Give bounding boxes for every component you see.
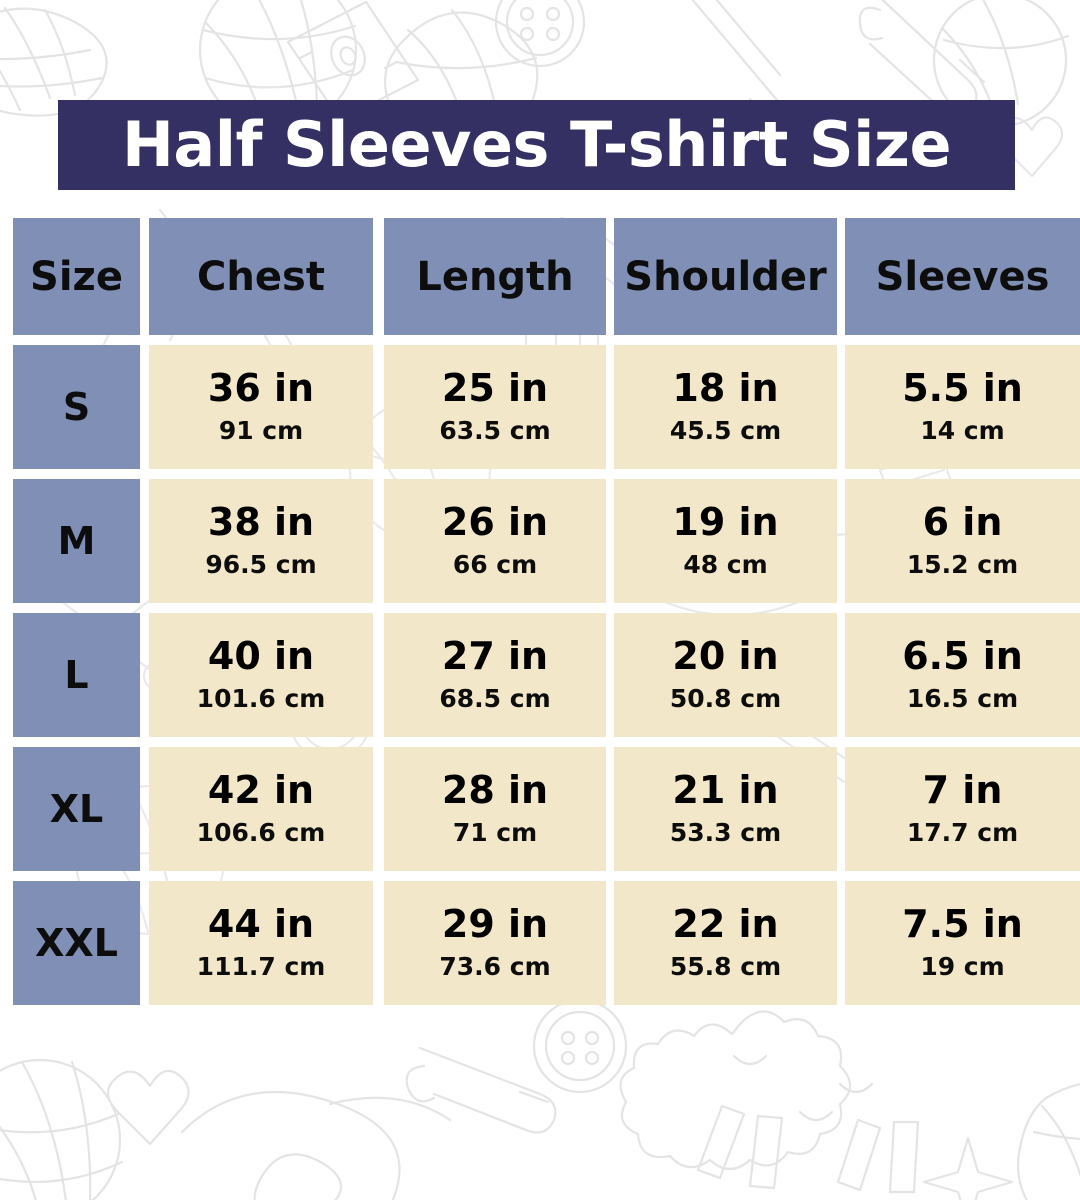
heart-icon — [106, 1069, 190, 1146]
value-inches: 44 in — [207, 902, 315, 947]
table-header-row: Size Chest Length Shoulder Sleeves — [0, 218, 1080, 335]
value-inches: 18 in — [672, 366, 779, 411]
yarn-strand-icon — [180, 1090, 452, 1200]
column-header-label: Sleeves — [875, 253, 1050, 300]
value-centimeters: 66 cm — [452, 550, 538, 580]
value-inches: 20 in — [672, 634, 779, 679]
row-size-cell: L — [13, 613, 140, 737]
value-centimeters: 17.7 cm — [906, 818, 1019, 848]
size-label: S — [62, 385, 91, 429]
sheep-icon — [619, 1010, 920, 1194]
value-centimeters: 68.5 cm — [439, 684, 551, 714]
button-icon — [494, 0, 586, 68]
value-centimeters: 63.5 cm — [439, 416, 551, 446]
value-inches: 7.5 in — [902, 902, 1023, 947]
column-header-size: Size — [13, 218, 140, 335]
size-table: Size Chest Length Shoulder Sleeves S 36 … — [0, 218, 1080, 1015]
value-centimeters: 71 cm — [452, 818, 538, 848]
table-row: M 38 in 96.5 cm 26 in 66 cm 19 in 48 cm … — [0, 479, 1080, 603]
value-centimeters: 101.6 cm — [196, 684, 326, 714]
value-inches: 7 in — [922, 768, 1003, 813]
row-size-cell: S — [13, 345, 140, 469]
cell-chest: 36 in 91 cm — [149, 345, 373, 469]
value-inches: 22 in — [672, 902, 779, 947]
cell-sleeves: 6 in 15.2 cm — [845, 479, 1080, 603]
value-centimeters: 48 cm — [683, 550, 768, 580]
value-inches: 19 in — [672, 500, 779, 545]
cell-shoulder: 22 in 55.8 cm — [614, 881, 837, 1005]
row-size-cell: XXL — [13, 881, 140, 1005]
chart-title-banner: Half Sleeves T-shirt Size — [58, 100, 1015, 190]
sparkle-icon — [922, 1136, 1014, 1200]
value-inches: 29 in — [441, 902, 549, 947]
value-centimeters: 111.7 cm — [196, 952, 326, 982]
cell-sleeves: 7 in 17.7 cm — [845, 747, 1080, 871]
value-centimeters: 15.2 cm — [906, 550, 1019, 580]
page-title: Half Sleeves T-shirt Size — [121, 108, 952, 181]
column-header-label: Chest — [197, 253, 325, 300]
column-header-sleeves: Sleeves — [845, 218, 1080, 335]
cell-sleeves: 6.5 in 16.5 cm — [845, 613, 1080, 737]
size-label: M — [57, 519, 96, 563]
size-label: XL — [49, 787, 104, 831]
row-size-cell: M — [13, 479, 140, 603]
yarn-ball-icon — [1016, 1083, 1080, 1200]
value-inches: 38 in — [207, 500, 315, 545]
cell-length: 29 in 73.6 cm — [384, 881, 606, 1005]
value-inches: 28 in — [441, 768, 549, 813]
cell-length: 26 in 66 cm — [384, 479, 606, 603]
value-centimeters: 91 cm — [218, 416, 304, 446]
table-row: XXL 44 in 111.7 cm 29 in 73.6 cm 22 in 5… — [0, 881, 1080, 1005]
column-header-label: Shoulder — [624, 253, 827, 300]
table-row: XL 42 in 106.6 cm 28 in 71 cm 21 in 53.3… — [0, 747, 1080, 871]
value-centimeters: 73.6 cm — [439, 952, 551, 982]
value-centimeters: 45.5 cm — [669, 416, 782, 446]
value-centimeters: 106.6 cm — [196, 818, 326, 848]
value-centimeters: 50.8 cm — [669, 684, 782, 714]
column-header-shoulder: Shoulder — [614, 218, 837, 335]
value-inches: 36 in — [207, 366, 315, 411]
value-inches: 25 in — [441, 366, 549, 411]
value-centimeters: 55.8 cm — [669, 952, 782, 982]
value-inches: 21 in — [672, 768, 779, 813]
value-inches: 6.5 in — [902, 634, 1023, 679]
size-label: XXL — [35, 921, 118, 965]
value-centimeters: 14 cm — [920, 416, 1005, 446]
cell-length: 27 in 68.5 cm — [384, 613, 606, 737]
table-row: S 36 in 91 cm 25 in 63.5 cm 18 in 45.5 c… — [0, 345, 1080, 469]
row-size-cell: XL — [13, 747, 140, 871]
column-header-label: Length — [416, 253, 574, 300]
cell-chest: 44 in 111.7 cm — [149, 881, 373, 1005]
yarn-ball-icon — [0, 1058, 124, 1200]
cell-shoulder: 20 in 50.8 cm — [614, 613, 837, 737]
cell-length: 25 in 63.5 cm — [384, 345, 606, 469]
cell-sleeves: 7.5 in 19 cm — [845, 881, 1080, 1005]
cell-sleeves: 5.5 in 14 cm — [845, 345, 1080, 469]
value-inches: 27 in — [441, 634, 549, 679]
value-inches: 6 in — [922, 500, 1003, 545]
column-header-chest: Chest — [149, 218, 373, 335]
table-row: L 40 in 101.6 cm 27 in 68.5 cm 20 in 50.… — [0, 613, 1080, 737]
value-centimeters: 16.5 cm — [906, 684, 1019, 714]
value-centimeters: 19 cm — [920, 952, 1005, 982]
cell-shoulder: 18 in 45.5 cm — [614, 345, 837, 469]
cell-chest: 40 in 101.6 cm — [149, 613, 373, 737]
cell-length: 28 in 71 cm — [384, 747, 606, 871]
value-inches: 26 in — [441, 500, 549, 545]
value-inches: 42 in — [207, 768, 315, 813]
value-centimeters: 96.5 cm — [205, 550, 317, 580]
cell-shoulder: 21 in 53.3 cm — [614, 747, 837, 871]
column-header-label: Size — [30, 253, 123, 300]
cell-chest: 42 in 106.6 cm — [149, 747, 373, 871]
cell-shoulder: 19 in 48 cm — [614, 479, 837, 603]
cell-chest: 38 in 96.5 cm — [149, 479, 373, 603]
safety-pin-icon — [405, 1046, 557, 1134]
column-header-length: Length — [384, 218, 606, 335]
value-centimeters: 53.3 cm — [669, 818, 782, 848]
value-inches: 40 in — [207, 634, 315, 679]
size-label: L — [64, 653, 89, 697]
value-inches: 5.5 in — [902, 366, 1023, 411]
